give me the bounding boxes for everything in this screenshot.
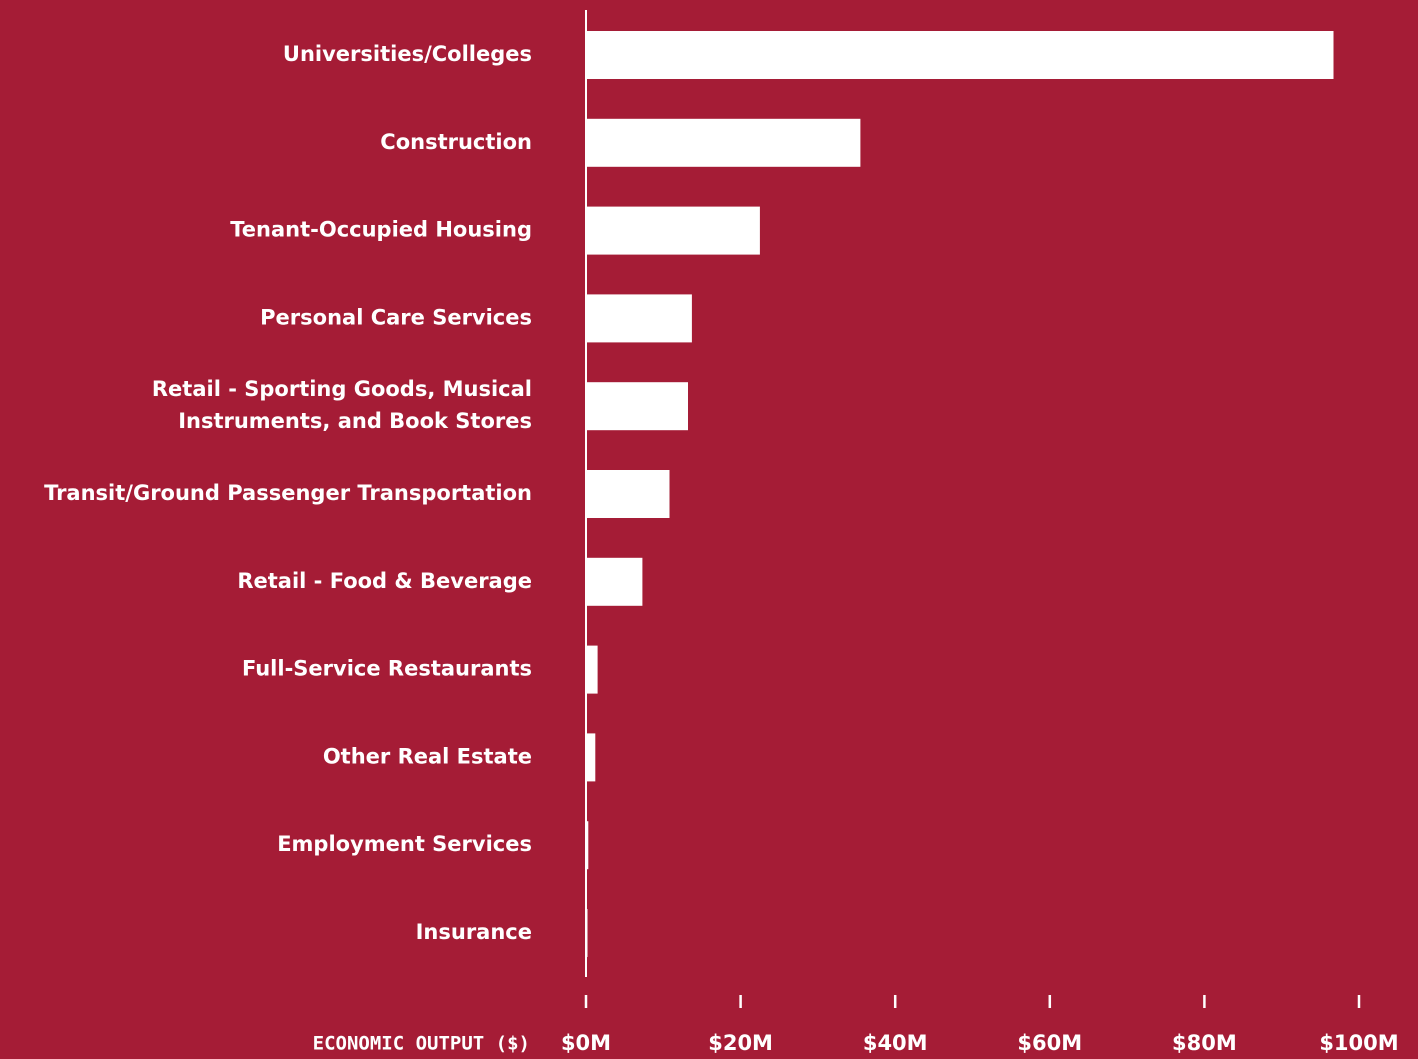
category-label: Personal Care Services [260, 305, 532, 329]
bar [586, 733, 596, 782]
x-tick-label: $40M [863, 1031, 928, 1055]
category-label: Universities/Colleges [283, 42, 532, 66]
category-label: Retail - Sporting Goods, Musical Instrume… [152, 377, 532, 433]
x-tick-label: $80M [1172, 1031, 1237, 1055]
bar [586, 645, 598, 694]
category-label: Transit/Ground Passenger Transportation [44, 481, 532, 505]
bar [586, 470, 670, 518]
x-tick-label: $60M [1017, 1031, 1082, 1055]
bar [586, 294, 692, 343]
category-label: Construction [380, 130, 532, 154]
bar [586, 118, 861, 167]
category-label: Full-Service Restaurants [242, 657, 532, 681]
category-label: Insurance [416, 920, 532, 944]
bar [586, 31, 1334, 79]
category-label: Other Real Estate [323, 744, 532, 768]
bar [586, 382, 688, 431]
bar [586, 821, 589, 870]
x-tick-label: $100M [1319, 1031, 1398, 1055]
category-label: Tenant-Occupied Housing [230, 218, 532, 242]
category-label: Employment Services [277, 832, 532, 856]
x-tick-label: $20M [708, 1031, 773, 1055]
category-label: Retail - Food & Beverage [237, 569, 532, 593]
bar [586, 206, 760, 255]
x-axis-title: ECONOMIC OUTPUT ($) [313, 1033, 530, 1055]
bar [586, 557, 643, 606]
x-tick-label: $0M [561, 1031, 611, 1055]
